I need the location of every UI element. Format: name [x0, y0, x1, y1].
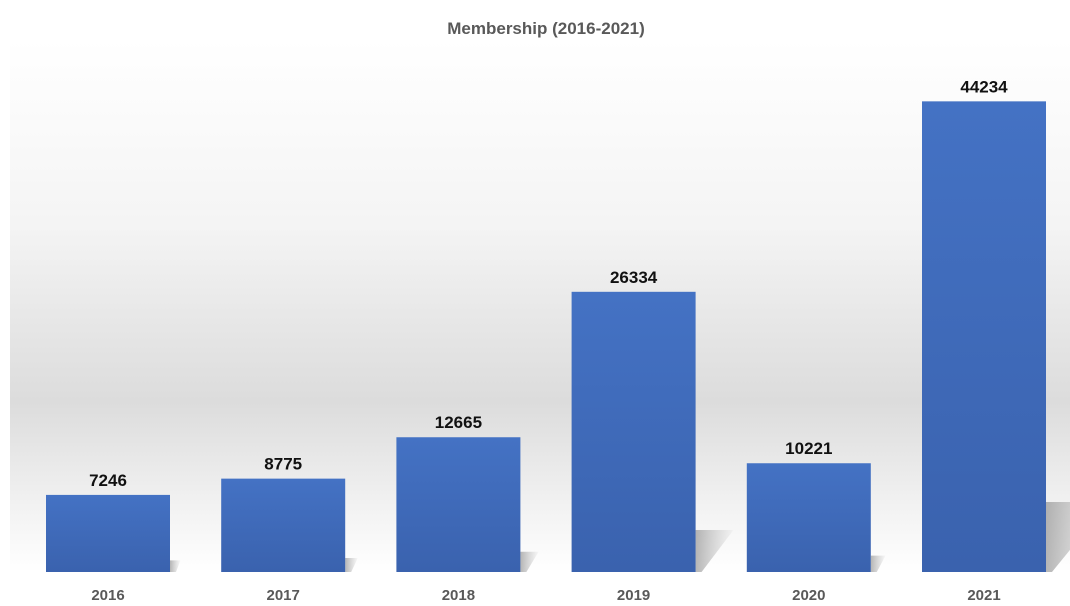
data-labels: 7246 8775 12665 26334 10221 44234: [89, 77, 1008, 490]
data-label-2018: 12665: [435, 413, 482, 432]
data-label-2019: 26334: [610, 268, 658, 287]
bar-shadow: [870, 555, 886, 572]
x-tick-2020: 2020: [792, 587, 825, 604]
data-label-2020: 10221: [785, 439, 832, 458]
x-tick-2018: 2018: [442, 587, 475, 604]
bar-shadow: [1046, 502, 1070, 572]
bar-2021: [922, 101, 1046, 572]
x-tick-2017: 2017: [267, 587, 300, 604]
x-tick-2019: 2019: [617, 587, 650, 604]
x-tick-2021: 2021: [967, 587, 1000, 604]
data-label-2017: 8775: [264, 455, 302, 474]
bar-2020: [746, 463, 871, 572]
x-axis-ticks: 2016 2017 2018 2019 2020 2021: [91, 587, 1000, 604]
bar-shadow: [345, 557, 358, 572]
x-tick-2016: 2016: [91, 587, 124, 604]
bar-2016: [46, 494, 170, 572]
bar-shadow: [695, 529, 734, 572]
bar-shadows: [170, 502, 1070, 572]
bars: [46, 101, 1046, 572]
bar-2017: [221, 478, 346, 572]
chart-title: Membership (2016-2021): [447, 19, 644, 38]
plot-background: [10, 40, 1070, 572]
data-label-2021: 44234: [960, 77, 1008, 96]
bar-shadow: [170, 560, 181, 572]
bar-2019: [571, 291, 696, 572]
bar-2018: [396, 437, 521, 572]
bar-shadow: [520, 551, 539, 572]
data-label-2016: 7246: [89, 471, 127, 490]
